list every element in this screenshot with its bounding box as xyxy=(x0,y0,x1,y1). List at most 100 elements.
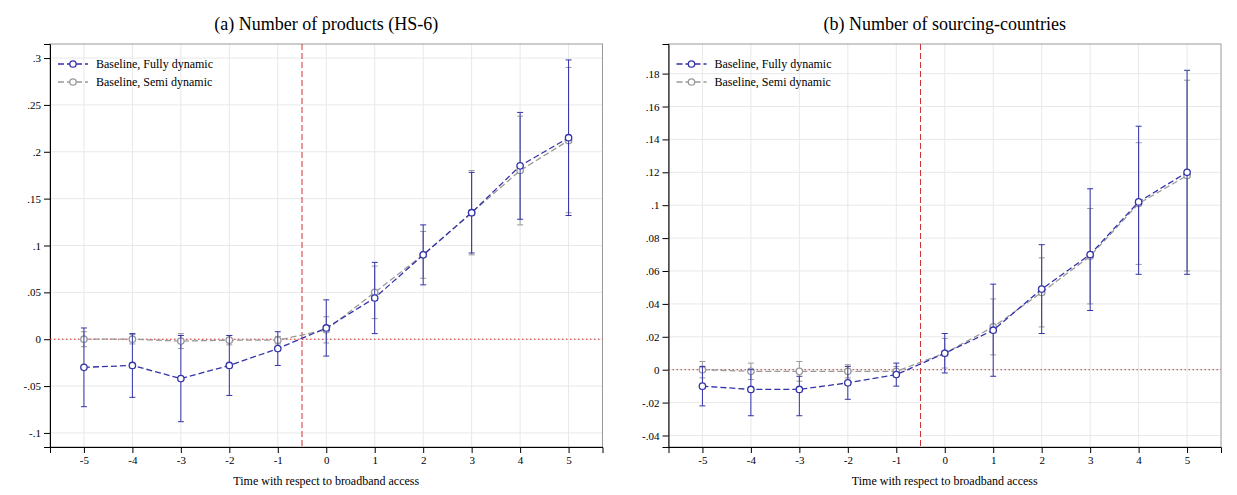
tick: 1 xyxy=(372,447,378,466)
x-axis: -5-4-3-2-1012345 xyxy=(669,447,1222,466)
tick-mark xyxy=(520,447,521,453)
error-bar xyxy=(469,172,475,253)
error-bar xyxy=(748,370,754,416)
tick-mark xyxy=(663,370,669,371)
tick-mark xyxy=(44,58,50,59)
tick-label: -.1 xyxy=(29,427,41,439)
point xyxy=(517,163,523,169)
legend-entry: Baseline, Semi dynamic xyxy=(677,75,831,89)
grid-line-y xyxy=(669,73,1222,74)
tick-mark xyxy=(1042,447,1043,453)
grid-line-x xyxy=(993,44,994,447)
tick: -4 xyxy=(128,447,138,466)
point xyxy=(468,209,474,215)
point xyxy=(565,135,571,141)
tick-label: -3 xyxy=(177,454,187,466)
tick-label: .16 xyxy=(646,101,660,113)
tick: -3 xyxy=(795,447,805,466)
error-bar xyxy=(1136,126,1142,274)
tick: 0 xyxy=(36,333,51,345)
y-axis: -.04-.020.02.04.06.08.1.12.14.16.18 xyxy=(642,45,669,448)
series-line xyxy=(84,138,569,379)
legend-marker xyxy=(688,61,694,67)
tick-mark xyxy=(44,339,50,340)
axis-line xyxy=(51,448,604,454)
series xyxy=(81,60,572,422)
plot-area xyxy=(669,44,1222,447)
point xyxy=(129,362,135,368)
tick-mark xyxy=(663,403,669,404)
tick-label: 4 xyxy=(518,454,524,466)
legend-label: Baseline, Semi dynamic xyxy=(96,75,212,89)
tick: .3 xyxy=(33,52,50,64)
error-bar xyxy=(226,335,232,395)
point xyxy=(893,371,899,377)
tick-mark xyxy=(44,292,50,293)
tick: .02 xyxy=(646,331,669,343)
grid-line-y xyxy=(50,104,603,105)
grid xyxy=(669,44,1222,447)
tick-mark xyxy=(472,447,473,453)
tick-label: -3 xyxy=(795,454,805,466)
plot-area xyxy=(50,44,603,447)
tick: .16 xyxy=(646,101,669,113)
point xyxy=(796,368,802,374)
grid-line-y xyxy=(50,292,603,293)
tick: .12 xyxy=(646,166,669,178)
x-axis-label: Time with respect to broadband access xyxy=(852,474,1038,488)
tick: -2 xyxy=(844,447,853,466)
plot-frame xyxy=(669,44,1222,447)
grid-line-y xyxy=(50,432,603,433)
title: (a) Number of products (HS-6) xyxy=(214,14,438,35)
legend-marker xyxy=(70,61,76,67)
legend: Baseline, Fully dynamicBaseline, Semi dy… xyxy=(58,57,213,89)
point xyxy=(845,380,851,386)
tick-label: 1 xyxy=(991,454,997,466)
tick-mark xyxy=(663,107,669,108)
tick-label: .1 xyxy=(33,240,41,252)
point xyxy=(748,386,754,392)
grid-line-y xyxy=(50,245,603,246)
tick-mark xyxy=(132,447,133,453)
reference-line xyxy=(302,44,303,447)
plot-frame xyxy=(50,44,603,447)
error-bar xyxy=(129,334,135,398)
tick-label: 3 xyxy=(469,454,475,466)
tick-label: .05 xyxy=(27,286,41,298)
tick-label: 1 xyxy=(372,454,378,466)
tick: 2 xyxy=(1039,447,1045,466)
panel: -5-4-3-2-1012345-.04-.020.02.04.06.08.1.… xyxy=(642,14,1221,488)
tick-label: 4 xyxy=(1136,454,1142,466)
tick: 5 xyxy=(1185,447,1191,466)
tick: .2 xyxy=(33,146,50,158)
tick: .1 xyxy=(33,240,50,252)
tick: 4 xyxy=(1136,447,1142,466)
error-bar xyxy=(372,262,378,333)
tick-mark xyxy=(663,238,669,239)
tick-label: -1 xyxy=(274,454,283,466)
grid-line-x xyxy=(944,44,945,447)
error-bar xyxy=(893,363,899,386)
point xyxy=(1038,286,1044,292)
error-bar xyxy=(566,60,572,216)
point xyxy=(178,375,184,381)
tick-mark xyxy=(993,447,994,453)
tick-label: -1 xyxy=(892,454,901,466)
tick: 0 xyxy=(324,447,330,466)
point xyxy=(1087,251,1093,257)
error-bar xyxy=(81,328,87,407)
tick-mark xyxy=(848,447,849,453)
tick-label: -5 xyxy=(698,454,708,466)
error-bar xyxy=(469,171,475,255)
grid-line-y xyxy=(669,303,1222,304)
y-axis: -.1-.050.05.1.15.2.25.3 xyxy=(24,45,51,448)
error-bar xyxy=(1039,245,1045,334)
point xyxy=(468,209,474,215)
tick-label: .04 xyxy=(646,298,660,310)
tick-label: .2 xyxy=(33,146,41,158)
error-bar xyxy=(942,334,948,373)
tick: -.05 xyxy=(24,380,50,392)
tick-label: 5 xyxy=(566,454,572,466)
point xyxy=(942,350,948,356)
figure: -5-4-3-2-1012345-.1-.050.05.1.15.2.25.3(… xyxy=(0,0,1237,495)
